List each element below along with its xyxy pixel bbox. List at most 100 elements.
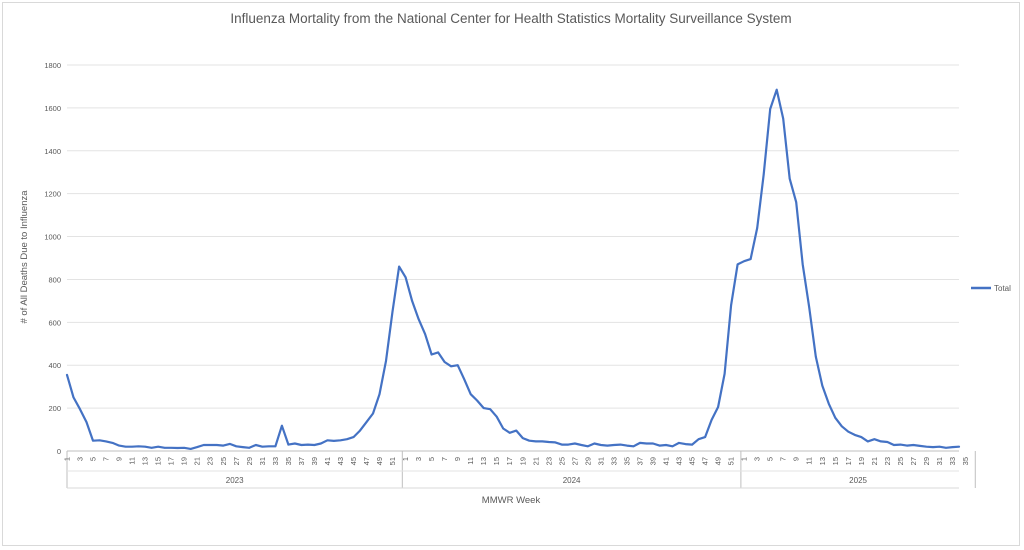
data-point — [671, 445, 674, 448]
data-point — [749, 258, 752, 260]
x-tick-label: 41 — [323, 457, 332, 465]
data-point — [717, 406, 719, 408]
data-point — [535, 440, 537, 443]
x-tick-label: 23 — [883, 457, 892, 465]
x-tick-label: 1 — [63, 457, 72, 461]
data-point — [222, 444, 225, 447]
data-point — [502, 427, 505, 430]
data-point — [229, 443, 231, 445]
x-tick-label: 31 — [935, 457, 944, 465]
legend: Total — [971, 284, 1011, 293]
data-point — [645, 442, 648, 445]
data-point — [834, 417, 837, 419]
x-tick-label: 11 — [805, 457, 814, 465]
data-point — [391, 310, 394, 313]
data-point — [639, 442, 641, 444]
x-tick-label: 5 — [89, 457, 98, 461]
x-tick-label: 3 — [753, 457, 762, 461]
data-point — [873, 438, 876, 441]
x-tick-label: 43 — [675, 457, 684, 465]
grid — [67, 64, 959, 452]
x-tick-label: 49 — [375, 457, 384, 465]
data-point — [268, 445, 270, 448]
data-point — [385, 360, 387, 362]
data-point — [144, 445, 146, 448]
data-point — [652, 442, 654, 445]
data-point — [938, 445, 941, 448]
data-point — [242, 446, 244, 448]
data-point — [417, 318, 420, 320]
data-point — [925, 445, 928, 448]
y-tick-label: 600 — [48, 318, 61, 327]
x-axis-label: MMWR Week — [482, 495, 541, 506]
x-tick-label: 25 — [219, 457, 228, 465]
data-point — [808, 306, 810, 309]
data-point — [352, 436, 355, 438]
data-point — [411, 300, 413, 302]
data-point — [183, 447, 185, 449]
data-point — [554, 441, 557, 444]
x-tick-label: 47 — [701, 457, 710, 465]
data-point — [619, 443, 622, 446]
x-tick-label: 5 — [427, 457, 436, 461]
x-tick-label: 21 — [870, 457, 879, 465]
x-tick-label: 51 — [727, 457, 736, 465]
x-tick-label: 37 — [297, 457, 306, 465]
data-point — [919, 445, 921, 447]
x-tick-label: 39 — [310, 457, 319, 465]
x-tick-label: 17 — [167, 457, 176, 465]
year-label: 2024 — [563, 476, 581, 485]
data-point — [437, 351, 439, 354]
data-point — [815, 355, 817, 358]
x-tick-label: 9 — [792, 457, 801, 461]
series-layer — [65, 88, 961, 450]
data-point — [788, 177, 791, 180]
data-point — [281, 424, 283, 427]
data-point — [118, 444, 120, 447]
x-tick-label: 29 — [922, 457, 931, 465]
x-tick-label: 35 — [622, 457, 631, 465]
data-point — [287, 443, 290, 446]
data-point — [691, 443, 693, 446]
data-point — [255, 444, 257, 446]
x-tick-label: 27 — [570, 457, 579, 465]
data-point — [951, 446, 954, 448]
x-tick-label: 47 — [362, 457, 371, 465]
data-point — [574, 442, 576, 445]
data-point — [561, 443, 563, 446]
data-point — [111, 442, 114, 444]
data-point — [333, 440, 335, 442]
x-tick-label: 25 — [896, 457, 905, 465]
data-point — [743, 260, 745, 263]
data-point — [606, 444, 609, 447]
data-point — [580, 444, 583, 446]
data-point — [821, 384, 824, 387]
x-tick-label: 1 — [401, 457, 410, 461]
x-tick-label: 29 — [245, 457, 254, 465]
x-tick-label: 9 — [115, 457, 124, 461]
x-tick-label: 19 — [180, 457, 189, 465]
x-tick-label: 13 — [479, 457, 488, 465]
x-tick-label: 35 — [961, 457, 970, 465]
data-point — [710, 419, 713, 421]
data-point — [489, 408, 492, 411]
data-point — [600, 444, 602, 446]
x-tick-label: 23 — [544, 457, 553, 465]
data-point — [359, 429, 361, 432]
data-point — [450, 365, 452, 368]
x-tick-label: 33 — [948, 457, 957, 465]
data-point — [775, 88, 778, 91]
data-point — [626, 444, 628, 447]
data-point — [469, 393, 472, 396]
x-tick-label: 49 — [714, 457, 723, 465]
data-point — [346, 438, 348, 441]
y-tick-label: 1400 — [44, 147, 61, 156]
data-point — [528, 439, 531, 442]
data-point — [189, 448, 192, 450]
data-point — [678, 442, 680, 444]
data-point — [665, 444, 667, 446]
data-point — [150, 447, 153, 449]
data-point — [300, 444, 303, 446]
data-point — [482, 407, 485, 409]
x-tick-label: 15 — [492, 457, 501, 465]
